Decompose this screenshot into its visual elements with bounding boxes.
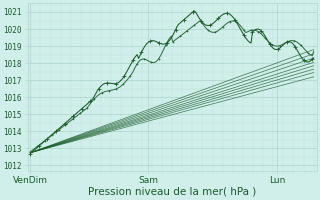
X-axis label: Pression niveau de la mer( hPa ): Pression niveau de la mer( hPa ) (88, 187, 256, 197)
